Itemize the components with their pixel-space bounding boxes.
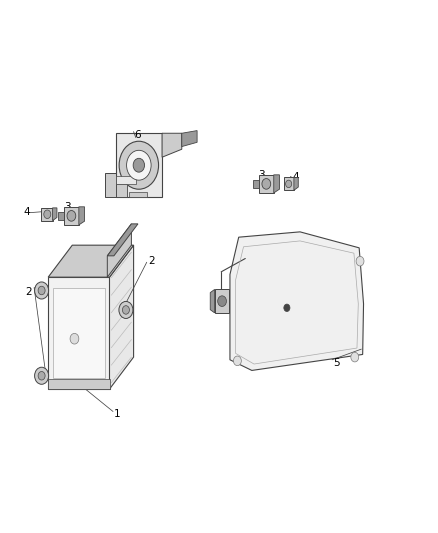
Polygon shape [253,180,259,188]
Polygon shape [48,379,110,389]
Text: 1: 1 [113,409,120,419]
Circle shape [262,179,271,189]
Circle shape [218,296,226,306]
Circle shape [119,141,159,189]
Polygon shape [162,133,182,157]
Circle shape [35,367,49,384]
Polygon shape [64,207,79,225]
Polygon shape [48,245,134,277]
Polygon shape [107,224,131,277]
Polygon shape [116,176,136,184]
Circle shape [351,352,359,362]
Polygon shape [107,224,138,256]
Text: 5: 5 [333,358,340,368]
Polygon shape [41,208,53,221]
Circle shape [123,306,130,314]
Circle shape [127,150,151,180]
Circle shape [38,286,45,295]
Polygon shape [53,208,57,221]
Circle shape [38,372,45,380]
Polygon shape [182,131,197,147]
Text: 6: 6 [134,130,141,140]
Polygon shape [116,133,162,197]
Circle shape [356,256,364,266]
Text: 4: 4 [293,172,300,182]
Polygon shape [53,288,105,378]
Circle shape [44,210,51,219]
Circle shape [70,334,79,344]
Polygon shape [58,212,64,220]
Text: 3: 3 [64,203,71,212]
Text: 3: 3 [258,170,265,180]
Polygon shape [284,177,294,190]
Circle shape [284,304,290,311]
Circle shape [119,302,133,318]
Circle shape [233,356,241,366]
Polygon shape [79,207,85,225]
Circle shape [35,282,49,299]
Text: 2: 2 [148,256,155,265]
Polygon shape [129,192,147,197]
Text: 2: 2 [25,287,32,296]
Circle shape [67,211,76,221]
Polygon shape [215,289,229,313]
Polygon shape [230,232,364,370]
Text: 4: 4 [24,207,31,216]
Polygon shape [48,277,110,389]
Circle shape [133,158,145,172]
Polygon shape [105,173,116,197]
Polygon shape [116,184,127,197]
Polygon shape [259,175,274,193]
Polygon shape [294,177,298,190]
Polygon shape [110,245,134,389]
Polygon shape [210,289,215,313]
Circle shape [286,180,292,188]
Polygon shape [274,175,279,193]
